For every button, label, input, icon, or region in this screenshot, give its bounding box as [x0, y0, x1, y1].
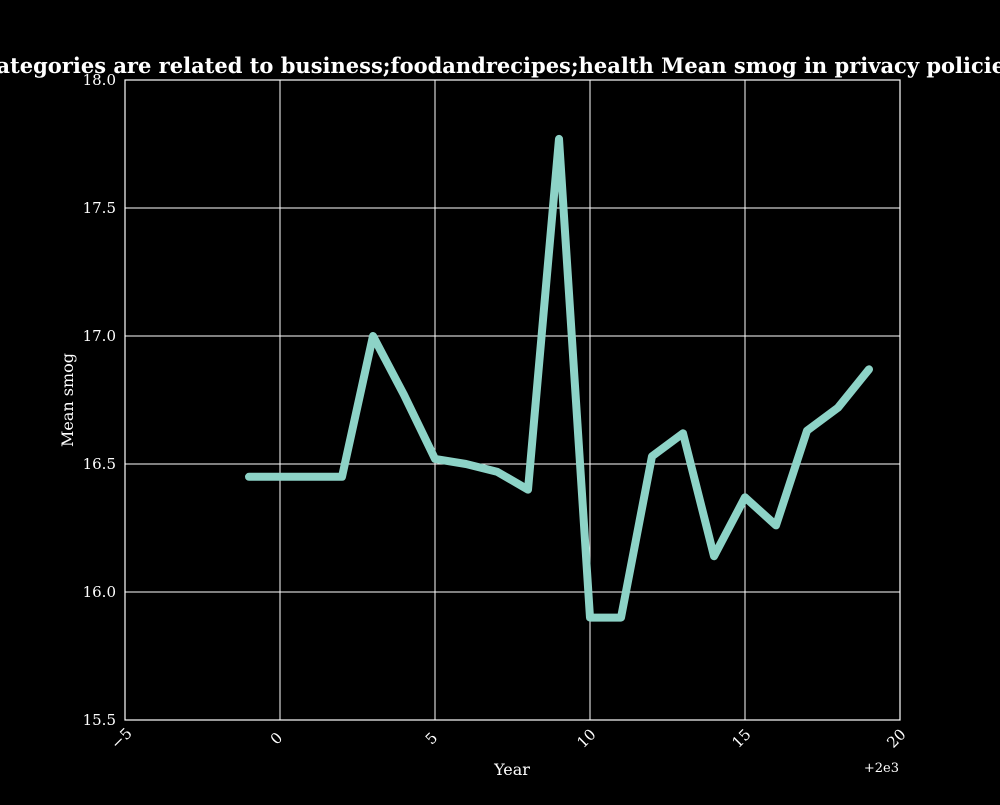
x-tick-label: 5: [422, 729, 441, 748]
x-tick-label: 10: [573, 725, 599, 751]
chart-title: when categories are related to business;…: [0, 53, 1000, 78]
y-axis-label: Mean smog: [58, 353, 77, 447]
x-offset-label: +2e3: [864, 761, 899, 776]
y-tick-label: 18.0: [83, 71, 116, 89]
series-line: [245, 134, 873, 622]
y-tick-label: 15.5: [83, 711, 116, 729]
x-tick-labels: −5 0 5 10 15 20: [107, 724, 909, 752]
x-axis-label: Year: [493, 760, 530, 779]
grid: [124, 79, 901, 721]
x-tick-label: 15: [728, 725, 754, 751]
y-tick-label: 17.5: [83, 199, 116, 217]
y-tick-labels: 15.5 16.0 16.5 17.0 17.5 18.0: [83, 71, 116, 729]
plot-area: [124, 79, 901, 721]
x-tick-label: 20: [883, 725, 909, 751]
y-tick-label: 17.0: [83, 327, 116, 345]
y-tick-label: 16.0: [83, 583, 116, 601]
x-tick-label: 0: [267, 729, 286, 748]
y-tick-label: 16.5: [83, 455, 116, 473]
